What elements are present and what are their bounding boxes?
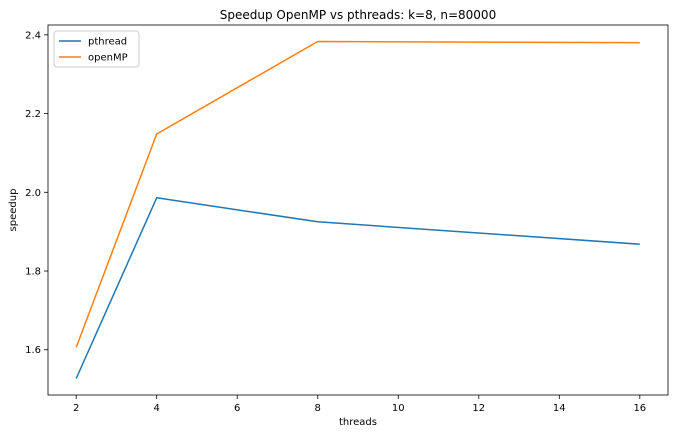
x-tick-label: 4 (154, 403, 160, 414)
y-axis: 1.6 1.8 2.0 2.2 2.4 (25, 30, 48, 356)
y-tick-label: 1.6 (25, 345, 41, 356)
x-tick-label: 14 (553, 403, 566, 414)
x-axis-label: threads (339, 417, 377, 428)
series-line-openMP (75, 40, 640, 348)
legend: pthread openMP (53, 30, 140, 68)
plot-background (48, 25, 668, 395)
x-axis: 2 4 6 8 10 12 14 16 (73, 395, 646, 414)
y-tick-label: 1.8 (25, 267, 41, 278)
y-tick-label: 2.0 (25, 188, 41, 199)
legend-box (53, 30, 140, 68)
series-line-pthread (75, 197, 640, 379)
y-axis-label: speedup (8, 189, 19, 232)
x-tick-label: 16 (633, 403, 646, 414)
series-layer (75, 40, 640, 379)
x-tick-label: 8 (315, 403, 321, 414)
legend-label-openMP: openMP (88, 53, 128, 64)
x-tick-label: 6 (234, 403, 240, 414)
y-tick-label: 2.2 (25, 109, 41, 120)
chart-title: Speedup OpenMP vs pthreads: k=8, n=80000 (220, 8, 496, 22)
x-tick-label: 10 (392, 403, 405, 414)
y-tick-label: 2.4 (25, 30, 41, 41)
x-tick-label: 2 (73, 403, 79, 414)
plot-area (47, 24, 669, 396)
x-tick-label: 12 (472, 403, 485, 414)
plot-frame (47, 24, 669, 396)
legend-label-pthread: pthread (88, 37, 127, 48)
